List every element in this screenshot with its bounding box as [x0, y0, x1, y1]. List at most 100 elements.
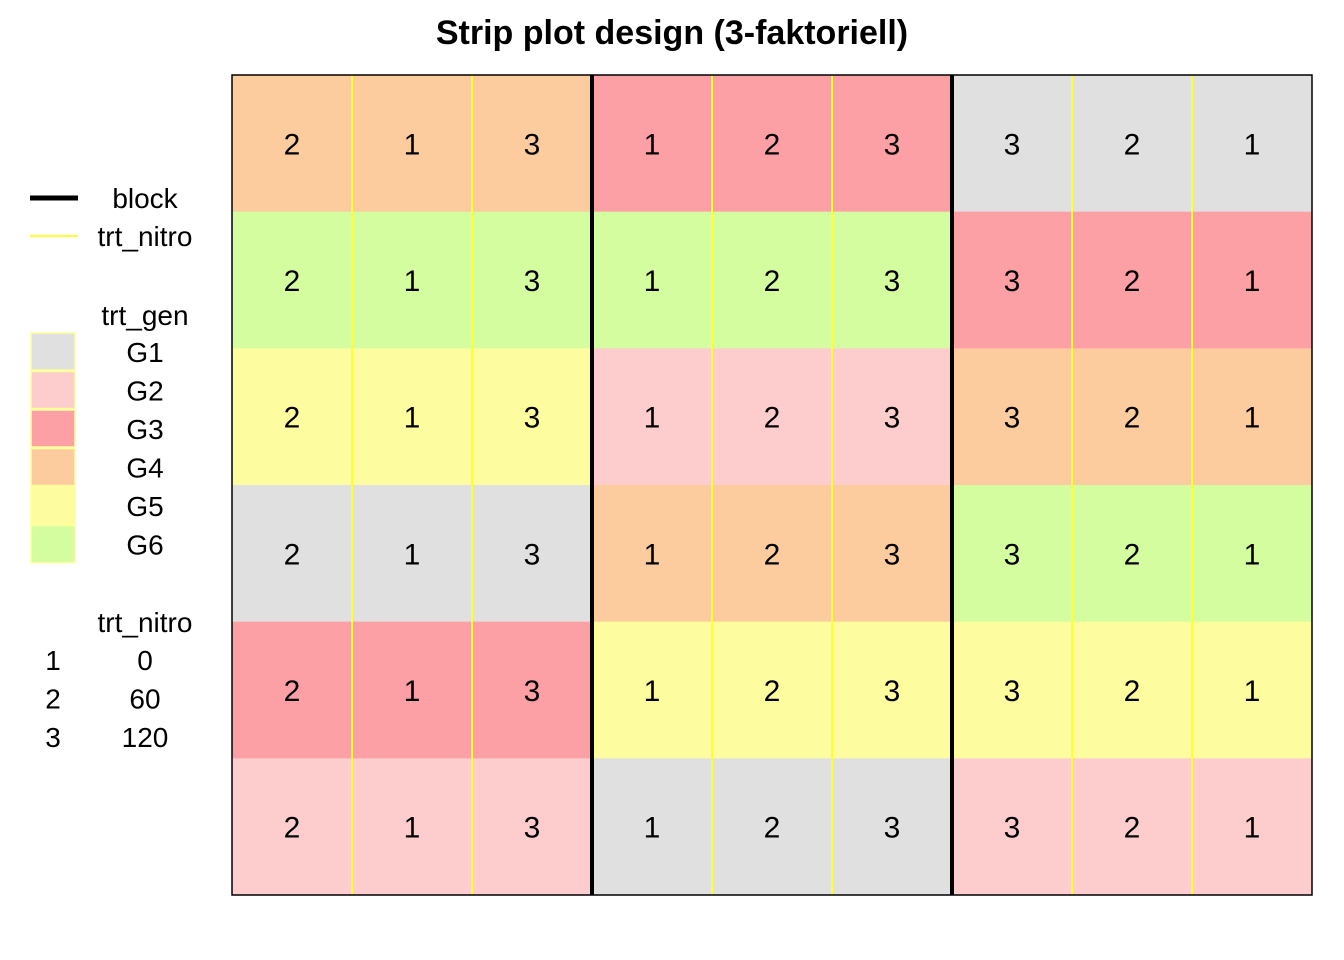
plot-cell-b3-r5-c3 [1192, 621, 1313, 759]
legend-nitro-code: 2 [45, 684, 61, 715]
legend-gen-label: G1 [126, 337, 163, 368]
plot-cell-b3-r6-c2 [1072, 758, 1193, 896]
cell-label: 2 [1124, 128, 1141, 161]
legend-gen-label: G5 [126, 491, 163, 522]
plot-cell-b3-r1-c2 [1072, 75, 1193, 213]
plot-cell-b2-r5-c3 [832, 621, 953, 759]
cell-label: 3 [884, 265, 901, 298]
cell-label: 3 [524, 402, 541, 435]
plot-cell-b1-r2-c2 [352, 211, 473, 349]
cell-label: 3 [524, 265, 541, 298]
cell-label: 3 [1004, 128, 1021, 161]
cell-label: 2 [764, 538, 781, 571]
legend-line-label: trt_nitro [98, 221, 193, 252]
plot-cell-b3-r2-c2 [1072, 211, 1193, 349]
cell-label: 3 [1004, 402, 1021, 435]
plot-cell-b3-r1-c3 [1192, 75, 1313, 213]
legend-gen-title: trt_gen [101, 300, 188, 331]
plot-cell-b1-r4-c2 [352, 485, 473, 623]
plot-cell-b3-r4-c1 [952, 485, 1073, 623]
cell-label: 2 [1124, 265, 1141, 298]
legend-nitro-value: 120 [122, 722, 169, 753]
plot-cell-b1-r1-c3 [472, 75, 593, 213]
plot-cell-b1-r5-c1 [232, 621, 353, 759]
cell-label: 2 [284, 812, 301, 845]
cell-label: 1 [404, 265, 421, 298]
plot-cell-b3-r2-c3 [1192, 211, 1313, 349]
legend-swatch-g1 [30, 332, 76, 371]
cell-label: 3 [884, 675, 901, 708]
cell-label: 2 [764, 812, 781, 845]
cell-label: 3 [524, 812, 541, 845]
plot-cell-b1-r1-c2 [352, 75, 473, 213]
legend-nitro-title: trt_nitro [98, 607, 193, 638]
cell-label: 1 [644, 812, 661, 845]
plot-cell-b3-r4-c3 [1192, 485, 1313, 623]
legend-gen-label: G6 [126, 530, 163, 561]
plot-cell-b2-r5-c1 [592, 621, 713, 759]
chart-title: Strip plot design (3-faktoriell) [436, 14, 908, 52]
cell-label: 2 [284, 675, 301, 708]
plot-cell-b1-r6-c2 [352, 758, 473, 896]
plot-cells: 2 1 3 2 1 3 2 1 3 2 1 3 2 1 3 2 1 3 1 2 3 1 2 3 1 2 3 1 2 3 1 2 3 1 2 3 3 2 1 3… [232, 75, 1313, 896]
plot-cell-b2-r3-c3 [832, 348, 953, 486]
cell-label: 3 [524, 128, 541, 161]
plot-cell-b3-r6-c3 [1192, 758, 1313, 896]
cell-label: 3 [884, 128, 901, 161]
plot-cell-b1-r4-c1 [232, 485, 353, 623]
plot-cell-b1-r3-c1 [232, 348, 353, 486]
cell-label: 3 [524, 538, 541, 571]
cell-label: 1 [1244, 675, 1261, 708]
cell-label: 3 [884, 402, 901, 435]
plot-cell-b2-r6-c3 [832, 758, 953, 896]
plot-cell-b3-r5-c1 [952, 621, 1073, 759]
plot-cell-b3-r3-c1 [952, 348, 1073, 486]
legend-swatch-g4 [30, 447, 76, 487]
cell-label: 1 [1244, 812, 1261, 845]
block-lines [590, 75, 954, 895]
cell-label: 3 [884, 538, 901, 571]
legend-nitro-code: 3 [45, 722, 61, 753]
cell-label: 3 [1004, 265, 1021, 298]
cell-label: 2 [1124, 675, 1141, 708]
cell-label: 1 [404, 402, 421, 435]
plot-cell-b1-r2-c1 [232, 211, 353, 349]
plot-cell-b2-r1-c1 [592, 75, 713, 213]
cell-label: 2 [284, 265, 301, 298]
plot-cell-b2-r4-c3 [832, 485, 953, 623]
plot-cell-b1-r4-c3 [472, 485, 593, 623]
plot-cell-b3-r3-c2 [1072, 348, 1193, 486]
trt-nitro-lines [351, 75, 1193, 895]
plot-cell-b1-r3-c2 [352, 348, 473, 486]
cell-label: 1 [1244, 402, 1261, 435]
cell-label: 2 [1124, 538, 1141, 571]
cell-label: 2 [764, 265, 781, 298]
legend-swatch-g6 [30, 524, 76, 564]
legend: block trt_nitro trt_gen G1 G2 G3 G4 G5 G6 trt_nit… [30, 183, 192, 753]
plot-cell-b1-r6-c1 [232, 758, 353, 896]
legend-line-label: block [112, 183, 178, 214]
cell-label: 2 [284, 128, 301, 161]
cell-label: 2 [764, 675, 781, 708]
plot-cell-b2-r2-c2 [712, 211, 833, 349]
plot-cell-b2-r5-c2 [712, 621, 833, 759]
cell-label: 1 [404, 812, 421, 845]
plot-cell-b2-r6-c1 [592, 758, 713, 896]
cell-label: 1 [1244, 128, 1261, 161]
cell-label: 1 [644, 538, 661, 571]
cell-label: 1 [404, 538, 421, 571]
plot-cell-b3-r4-c2 [1072, 485, 1193, 623]
legend-gen-label: G2 [126, 376, 163, 407]
plot-cell-b1-r1-c1 [232, 75, 353, 213]
legend-swatch-g5 [30, 486, 76, 525]
cell-label: 1 [404, 675, 421, 708]
plot-cell-b2-r4-c1 [592, 485, 713, 623]
cell-label: 2 [284, 538, 301, 571]
plot-cell-b2-r1-c3 [832, 75, 953, 213]
cell-label: 1 [644, 265, 661, 298]
legend-gen-label: G4 [126, 453, 163, 484]
legend-swatch-g3 [30, 409, 76, 448]
cell-label: 3 [524, 675, 541, 708]
cell-label: 1 [644, 128, 661, 161]
